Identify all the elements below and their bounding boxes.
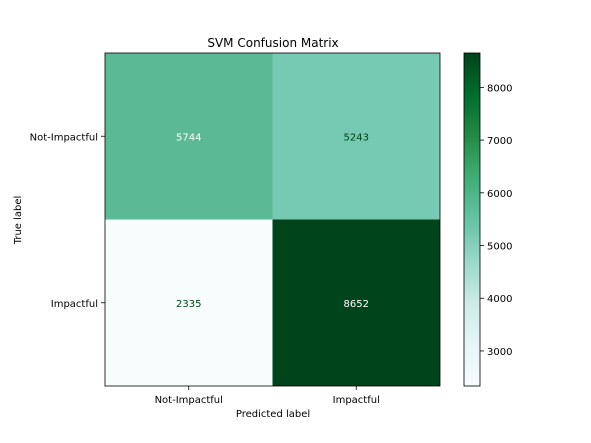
cell-value-r1-c1: 8652 — [344, 299, 369, 310]
cell-value-r1-c0: 2335 — [176, 299, 201, 310]
matrix-cell-r0-c0 — [105, 53, 273, 220]
cell-value-r0-c1: 5243 — [344, 132, 369, 143]
colorbar-tick-label: 4000 — [487, 294, 512, 305]
x-tick-label: Not-Impactful — [155, 395, 223, 406]
y-tick-label: Impactful — [51, 299, 98, 310]
matrix-cell-r1-c1 — [272, 219, 440, 386]
colorbar-tick-label: 3000 — [487, 347, 512, 358]
y-axis-label: True label — [13, 196, 24, 246]
chart-title: SVM Confusion Matrix — [207, 36, 338, 50]
colorbar-tick-label: 6000 — [487, 189, 512, 200]
colorbar-ticks: 3000 4000 5000 6000 7000 8000 — [480, 83, 512, 358]
y-tick-labels: Not-Impactful Impactful — [30, 132, 105, 310]
colorbar-tick-label: 5000 — [487, 242, 512, 253]
cell-value-r0-c0: 5744 — [176, 132, 201, 143]
matrix-cell-r0-c1 — [272, 53, 440, 220]
colorbar-tick-label: 8000 — [487, 83, 512, 94]
cell-value-labels: 5744 5243 2335 8652 — [176, 132, 369, 310]
x-tick-labels: Not-Impactful Impactful — [155, 386, 380, 406]
y-tick-label: Not-Impactful — [30, 132, 98, 143]
x-tick-label: Impactful — [333, 395, 380, 406]
matrix-cells — [105, 53, 440, 386]
plot-frame — [104, 52, 441, 387]
x-axis-label: Predicted label — [236, 409, 310, 420]
colorbar-tick-label: 7000 — [487, 136, 512, 147]
colorbar — [463, 52, 481, 387]
matrix-cell-r1-c0 — [105, 219, 273, 386]
